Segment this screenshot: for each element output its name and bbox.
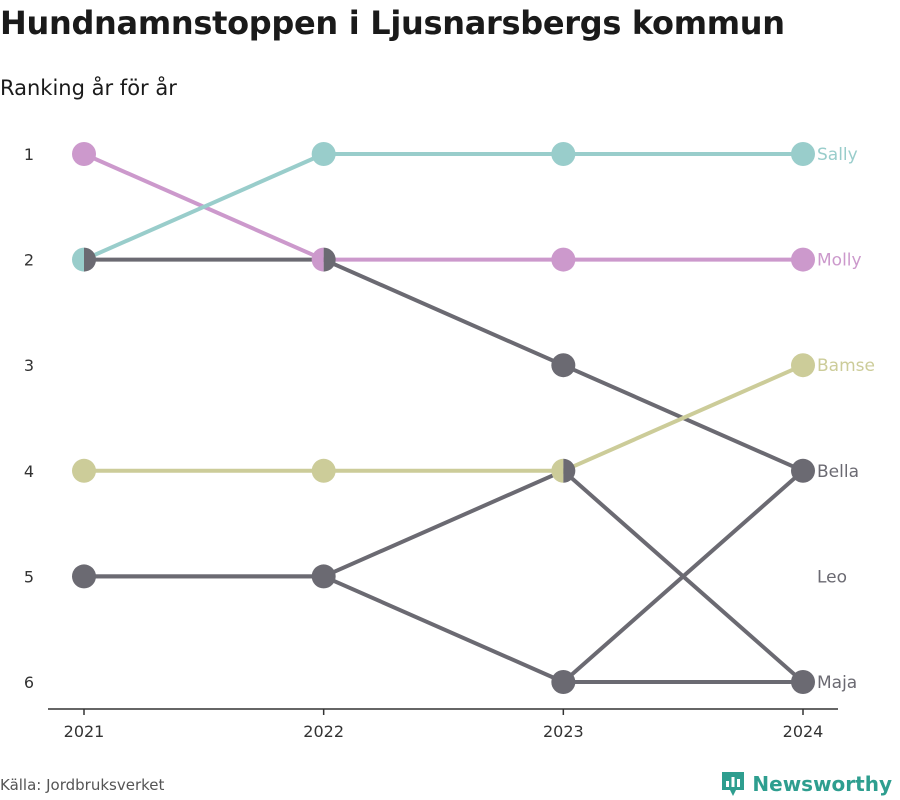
bump-chart: 2021 2022 2023 2024 1 2 3 4 5 6 Sally Molly Bamse B… [24, 142, 875, 741]
point-2022-rank-2-right-half [323, 247, 336, 272]
y-tick-label-4: 4 [24, 462, 34, 481]
point-2023-rank-2[interactable] [551, 247, 576, 272]
point-2023-rank-4-right-half [563, 458, 576, 483]
x-axis: 2021 2022 2023 2024 [48, 708, 838, 741]
series-points [72, 142, 815, 694]
point-2023-rank-6[interactable] [551, 670, 576, 694]
chart-title: Hundnamnstoppen i Ljusnarsbergs kommun [0, 4, 785, 42]
point-2023-rank-4-left-half [551, 458, 564, 483]
point-2021-rank-2[interactable] [72, 247, 96, 272]
point-2021-rank-4[interactable] [72, 458, 96, 483]
line-segment-extra-0 [561, 468, 805, 684]
y-tick-label-6: 6 [24, 673, 34, 692]
end-label-leo: Leo [817, 567, 847, 587]
point-2021-rank-5[interactable] [72, 564, 96, 589]
end-label-bamse: Bamse [817, 356, 875, 376]
chart-subtitle: Ranking år för år [0, 76, 177, 100]
point-2022-rank-1[interactable] [311, 142, 336, 166]
y-tick-label-2: 2 [24, 251, 34, 270]
end-label-bella: Bella [817, 462, 859, 482]
x-tick-label-2024: 2024 [783, 722, 824, 741]
point-2024-rank-1[interactable] [791, 142, 815, 166]
point-2022-rank-4[interactable] [311, 458, 336, 483]
point-2022-rank-5[interactable] [311, 564, 336, 589]
source-note: Källa: Jordbruksverket [0, 776, 165, 794]
line-segment-sally-2021-2022 [82, 152, 326, 262]
x-tick-label-2022: 2022 [303, 722, 344, 741]
line-segment-leo-2022-2023 [321, 468, 566, 579]
point-2021-rank-2-right-half [84, 247, 96, 272]
point-2024-rank-6[interactable] [791, 670, 815, 694]
point-2021-rank-1[interactable] [72, 142, 96, 166]
end-label-molly: Molly [817, 251, 862, 271]
x-tick-label-2021: 2021 [64, 722, 105, 741]
line-segment-bamse-2023-2024 [561, 363, 805, 473]
y-tick-label-1: 1 [24, 145, 34, 164]
point-2024-rank-4[interactable] [791, 458, 815, 483]
point-2021-rank-2-left-half [72, 247, 84, 272]
newsworthy-logo[interactable]: Newsworthy [720, 770, 892, 798]
point-2023-rank-1[interactable] [551, 142, 576, 166]
point-2024-rank-2[interactable] [791, 247, 815, 272]
y-tick-label-3: 3 [24, 356, 34, 375]
point-2023-rank-3[interactable] [551, 353, 576, 378]
series-lines [82, 152, 805, 684]
point-2024-rank-3[interactable] [791, 353, 815, 378]
y-axis-ticks: 1 2 3 4 5 6 [24, 145, 34, 692]
point-2022-rank-2[interactable] [311, 247, 336, 272]
x-tick-label-2023: 2023 [543, 722, 584, 741]
y-tick-label-5: 5 [24, 567, 34, 586]
end-label-sally: Sally [817, 145, 858, 165]
brand-name: Newsworthy [752, 772, 892, 796]
end-label-maja: Maja [817, 673, 857, 693]
point-2022-rank-2-left-half [311, 247, 324, 272]
end-labels: Sally Molly Bamse Bella Leo Maja [817, 145, 875, 693]
point-2023-rank-4[interactable] [551, 458, 576, 483]
line-segment-maja-2022-2023 [321, 574, 566, 684]
line-segment-bella-2022-2023 [321, 257, 566, 368]
bar-chart-icon [722, 772, 745, 796]
